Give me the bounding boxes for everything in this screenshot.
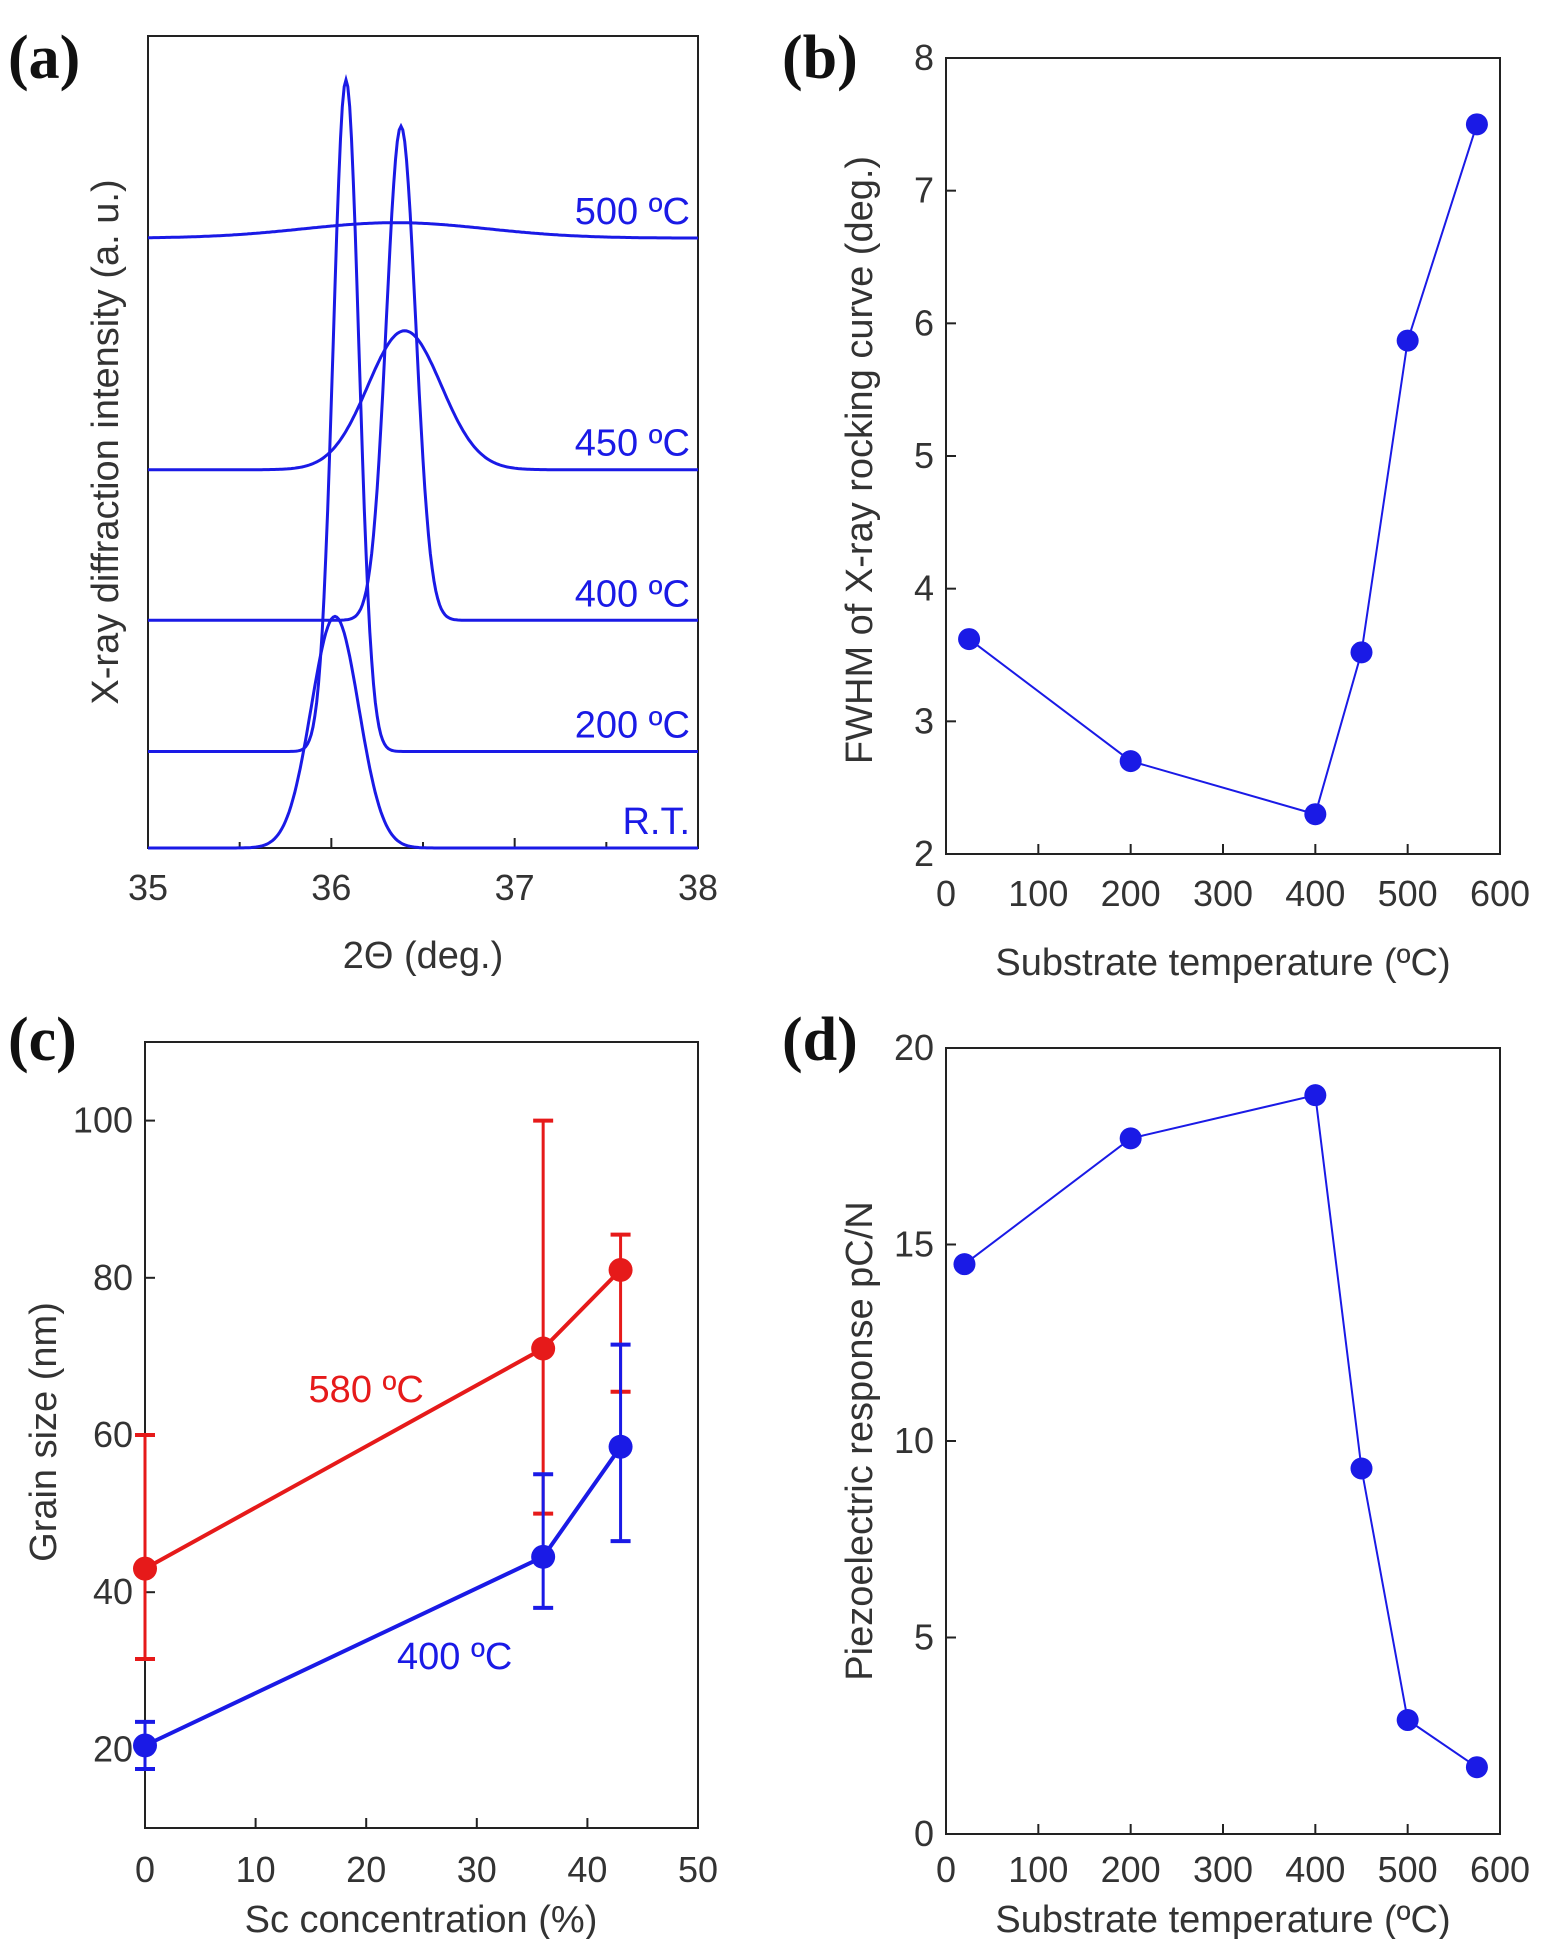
y-axis-title-b: FWHM of X-ray rocking curve (deg.) bbox=[839, 156, 881, 764]
y-tick-label-c: 100 bbox=[73, 1100, 133, 1141]
data-point-c-1 bbox=[531, 1544, 556, 1569]
series-line-d bbox=[963, 1093, 1478, 1769]
x-axis-title-a: 2Θ (deg.) bbox=[343, 935, 504, 977]
y-tick-label-b: 7 bbox=[914, 170, 934, 211]
x-tick-label-d: 100 bbox=[1008, 1849, 1068, 1890]
y-tick-label-d: 20 bbox=[894, 1027, 934, 1068]
x-tick-label-a: 38 bbox=[678, 867, 718, 908]
data-point-d bbox=[1304, 1084, 1327, 1107]
xrd-curve-4 bbox=[148, 221, 699, 240]
panel-d: (d) 0 100 200 300 400 500 600 0 5 10 15 20 Substrat… bbox=[782, 1006, 1530, 1939]
panel-a: (a) 35 36 37 38 R.T. 200 ºC 400 ºC 450 ºC 500 ºC… bbox=[8, 24, 718, 977]
data-point-b bbox=[958, 628, 981, 651]
series-label-400: 400 ºC bbox=[397, 1636, 512, 1678]
xrd-curve-3 bbox=[148, 329, 698, 472]
panel-label-b: (b) bbox=[782, 24, 858, 92]
x-tick-label-c: 20 bbox=[346, 1849, 386, 1890]
x-tick-label-d: 400 bbox=[1285, 1849, 1345, 1890]
panel-b: (b) 0 100 200 300 400 500 600 2 3 4 5 6 7 8 Substrate… bbox=[782, 24, 1530, 984]
y-tick-label-b: 4 bbox=[914, 568, 934, 609]
y-tick-label-c: 20 bbox=[93, 1728, 133, 1769]
y-tick-label-d: 10 bbox=[894, 1420, 934, 1461]
x-tick-label-c: 30 bbox=[457, 1849, 497, 1890]
x-axis-title-d: Substrate temperature (ºC) bbox=[995, 1899, 1450, 1939]
xrd-curve-2 bbox=[148, 122, 698, 622]
y-tick-label-d: 5 bbox=[914, 1617, 934, 1658]
x-tick-label-c: 50 bbox=[678, 1849, 718, 1890]
plot-area-d: 0 100 200 300 400 500 600 0 5 10 15 20 bbox=[894, 1027, 1530, 1890]
data-point-d bbox=[1119, 1127, 1142, 1150]
data-point-c-1 bbox=[608, 1434, 633, 1459]
y-tick-label-c: 40 bbox=[93, 1571, 133, 1612]
data-point-d bbox=[1350, 1457, 1373, 1480]
x-tick-label-b: 400 bbox=[1285, 873, 1345, 914]
x-tick-label-d: 500 bbox=[1378, 1849, 1438, 1890]
data-point-b bbox=[1304, 803, 1327, 826]
plot-frame-b bbox=[945, 57, 1501, 855]
x-tick-label-b: 0 bbox=[936, 873, 956, 914]
y-tick-label-b: 5 bbox=[914, 435, 934, 476]
panel-label-a: (a) bbox=[8, 24, 80, 92]
y-tick-label-b: 3 bbox=[914, 700, 934, 741]
x-tick-label-a: 37 bbox=[495, 867, 535, 908]
y-axis-title-a: X-ray diffraction intensity (a. u.) bbox=[85, 179, 127, 704]
panel-c: (c) 0 10 20 30 40 50 20 40 60 80 100 580 ºC 400 ºC S… bbox=[8, 1006, 718, 1939]
xrd-curve-0 bbox=[148, 614, 698, 850]
data-point-c-1 bbox=[133, 1733, 157, 1758]
y-tick-label-b: 2 bbox=[914, 833, 934, 874]
series-line-b bbox=[968, 123, 1478, 816]
data-point-b bbox=[1350, 641, 1373, 664]
y-tick-label-b: 8 bbox=[914, 37, 934, 78]
data-point-b bbox=[1465, 113, 1488, 136]
series-line-c-1 bbox=[144, 1445, 623, 1748]
y-tick-label-d: 15 bbox=[894, 1224, 934, 1265]
panel-label-c: (c) bbox=[8, 1006, 77, 1074]
x-tick-label-c: 10 bbox=[236, 1849, 276, 1890]
series-label-580: 580 ºC bbox=[309, 1369, 424, 1411]
curve-label-4: 500 ºC bbox=[575, 191, 690, 233]
x-tick-label-b: 100 bbox=[1008, 873, 1068, 914]
data-point-d bbox=[953, 1253, 976, 1276]
y-tick-label-b: 6 bbox=[914, 302, 934, 343]
curve-label-1: 200 ºC bbox=[575, 705, 690, 747]
plot-area-b: 0 100 200 300 400 500 600 2 3 4 5 6 7 8 bbox=[914, 37, 1530, 914]
data-point-d bbox=[1396, 1709, 1419, 1732]
series-line-c-0 bbox=[144, 1268, 623, 1571]
data-point-c-0 bbox=[133, 1556, 157, 1581]
x-tick-label-b: 600 bbox=[1470, 873, 1530, 914]
x-tick-label-b: 500 bbox=[1378, 873, 1438, 914]
plot-area-c: 0 10 20 30 40 50 20 40 60 80 100 580 ºC 400 ºC bbox=[73, 1100, 718, 1890]
x-tick-label-d: 300 bbox=[1193, 1849, 1253, 1890]
x-axis-title-b: Substrate temperature (ºC) bbox=[995, 942, 1450, 984]
x-tick-label-b: 200 bbox=[1101, 873, 1161, 914]
data-point-b bbox=[1119, 750, 1142, 773]
x-tick-label-d: 200 bbox=[1101, 1849, 1161, 1890]
y-axis-title-c: Grain size (nm) bbox=[23, 1302, 65, 1562]
x-tick-label-c: 0 bbox=[135, 1849, 155, 1890]
data-point-c-0 bbox=[531, 1336, 556, 1361]
panel-label-d: (d) bbox=[782, 1006, 858, 1074]
data-point-c-0 bbox=[608, 1257, 633, 1282]
y-tick-label-d: 0 bbox=[914, 1813, 934, 1854]
x-axis-title-c: Sc concentration (%) bbox=[245, 1899, 598, 1939]
curve-label-0: R.T. bbox=[622, 801, 690, 843]
x-tick-label-a: 36 bbox=[311, 867, 351, 908]
y-tick-label-c: 60 bbox=[93, 1414, 133, 1455]
y-tick-label-c: 80 bbox=[93, 1257, 133, 1298]
data-point-b bbox=[1396, 329, 1419, 352]
y-axis-title-d: Piezoelectric response pC/N bbox=[839, 1201, 881, 1680]
xrd-curve-1 bbox=[148, 74, 698, 753]
x-tick-label-d: 0 bbox=[936, 1849, 956, 1890]
data-point-d bbox=[1465, 1756, 1488, 1779]
x-tick-label-b: 300 bbox=[1193, 873, 1253, 914]
plot-frame-c bbox=[144, 1041, 699, 1829]
x-tick-label-d: 600 bbox=[1470, 1849, 1530, 1890]
x-tick-label-c: 40 bbox=[567, 1849, 607, 1890]
curve-label-3: 450 ºC bbox=[575, 423, 690, 465]
plot-area-a: 35 36 37 38 R.T. 200 ºC 400 ºC 450 ºC 500 ºC bbox=[128, 74, 718, 908]
x-tick-label-a: 35 bbox=[128, 867, 168, 908]
curve-label-2: 400 ºC bbox=[575, 573, 690, 615]
